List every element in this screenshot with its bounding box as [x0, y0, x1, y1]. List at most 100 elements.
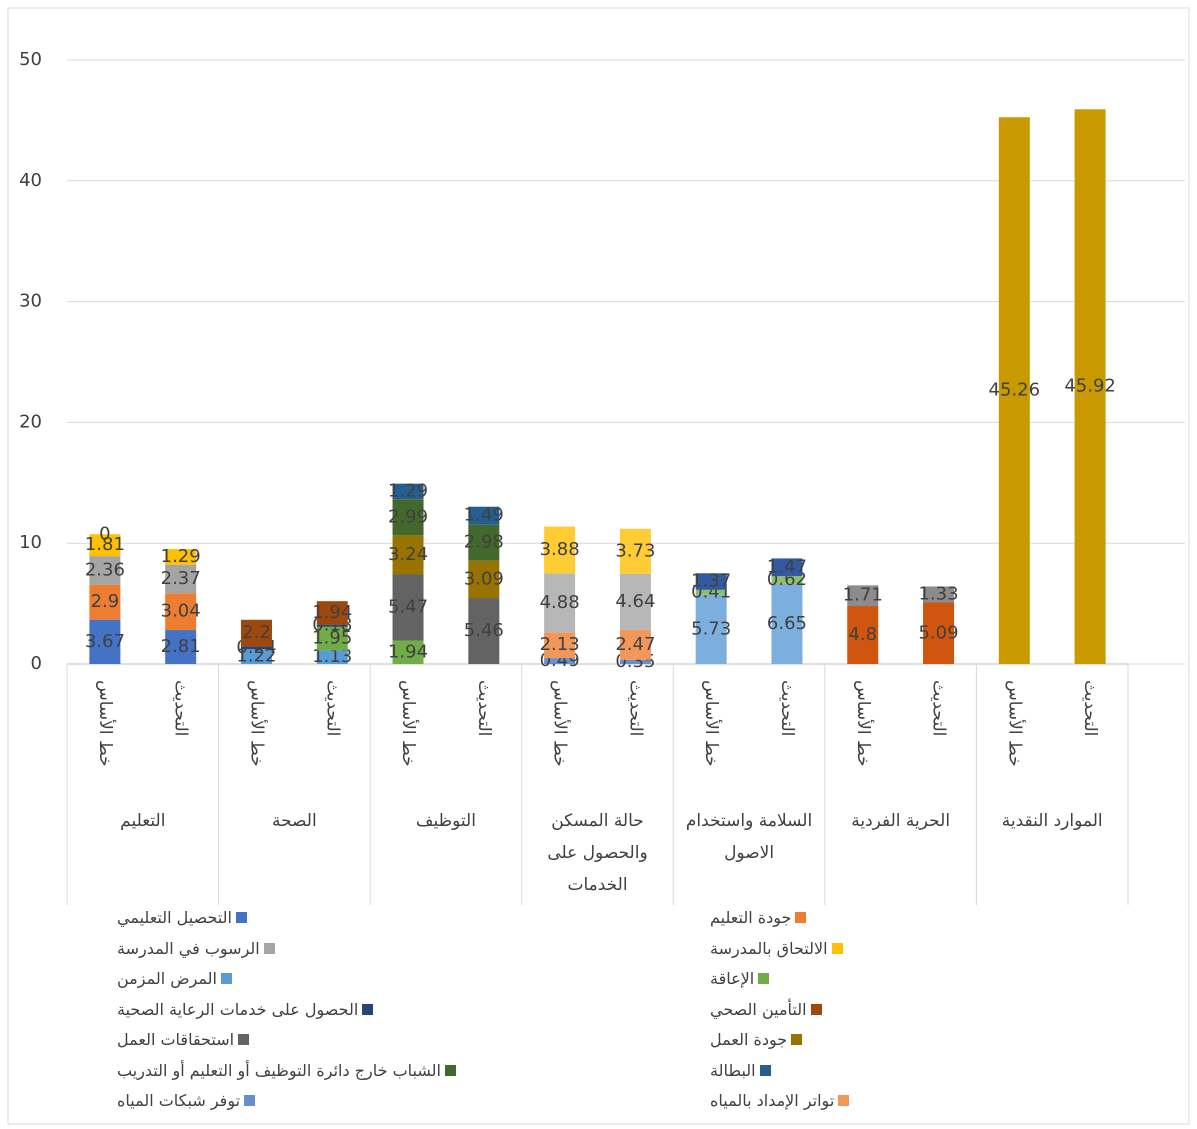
group-label: السلامة واستخدام الاصول — [685, 811, 813, 863]
bar-segment — [695, 573, 727, 590]
data-label: 3.24 — [388, 544, 428, 565]
x-tick-label: خط الأساس — [853, 680, 874, 767]
data-label: 1.33 — [918, 583, 958, 604]
legend-swatch — [238, 1034, 250, 1045]
legend-swatch — [444, 1064, 456, 1076]
bar-segment — [316, 601, 348, 625]
x-tick-label: التحديث — [1080, 680, 1100, 736]
data-label: 2.98 — [464, 532, 504, 553]
bar-segment — [165, 549, 197, 565]
data-label: 5.46 — [464, 620, 504, 641]
data-label: 1.22 — [236, 646, 276, 667]
legend-entry: الشباب خارج دائرة التوظيف أو التعليم أو … — [117, 1061, 456, 1080]
legend-label: استحقاقات العمل — [117, 1030, 235, 1049]
bar-segment — [392, 483, 424, 500]
bar-segment — [89, 556, 121, 585]
y-tick-label: 30 — [19, 291, 42, 312]
legend-swatch — [220, 973, 232, 984]
x-tick-label: خط الأساس — [398, 680, 419, 767]
bar-segment — [468, 598, 500, 664]
data-label: 1.29 — [161, 546, 201, 567]
legend-swatch — [831, 942, 843, 954]
legend-entry: استحقاقات العمل — [117, 1030, 250, 1049]
legend-swatch — [263, 942, 275, 954]
x-tick-label: خط الأساس — [550, 680, 571, 767]
legend-label: البطالة — [710, 1060, 756, 1080]
bar-segment — [89, 534, 121, 557]
data-label: 1.94 — [312, 602, 352, 623]
group-label: الحرية الفردية — [851, 811, 951, 831]
bar-segment — [544, 658, 576, 664]
data-label: 1.47 — [767, 556, 807, 577]
bar-segment — [89, 584, 121, 620]
y-tick-label: 40 — [19, 170, 42, 191]
bar-segment — [923, 586, 955, 603]
x-tick-label: خط الأساس — [246, 680, 267, 767]
legend-swatch — [795, 912, 807, 923]
y-tick-label: 0 — [31, 653, 42, 674]
legend-entry: الالتحاق بالمدرسة — [710, 939, 843, 958]
legend-swatch — [791, 1034, 803, 1045]
legend-label: جودة العمل — [710, 1030, 788, 1049]
legend-entry: الإعاقة — [710, 969, 770, 988]
data-label: 2.99 — [388, 506, 428, 527]
legend-swatch — [235, 912, 247, 923]
legend-entry: جودة التعليم — [710, 908, 807, 927]
legend-entry: البطالة — [710, 1061, 771, 1080]
data-label: 45.92 — [1064, 376, 1116, 397]
bar-segment — [847, 606, 879, 664]
legend-entry: تواتر الإمداد بالمياه — [710, 1091, 850, 1110]
legend-label: الالتحاق بالمدرسة — [710, 938, 828, 958]
legend-label: التحصيل التعليمي — [117, 908, 232, 927]
legend-entry: الحصول على خدمات الرعاية الصحية — [117, 1000, 374, 1019]
legend-entry: جودة العمل — [710, 1030, 803, 1049]
data-label: 3.88 — [540, 539, 580, 560]
data-label: 5.09 — [918, 622, 958, 643]
bar-segment — [1074, 109, 1106, 665]
group-label: الصحة — [271, 811, 317, 831]
legend-entry: التحصيل التعليمي — [117, 908, 247, 927]
legend-label: المرض المزمن — [117, 969, 217, 988]
bar-segment — [392, 499, 424, 536]
legend-label: التأمين الصحي — [710, 999, 807, 1019]
group-label: التعليم — [120, 811, 166, 831]
bar-segment — [316, 626, 348, 651]
legend-label: تواتر الإمداد بالمياه — [710, 1091, 835, 1110]
data-label: 1.13 — [312, 646, 352, 667]
data-label: 1.49 — [464, 505, 504, 526]
group-label: حالة المسكن والحصول على الخدمات — [547, 811, 648, 895]
bar-segment — [165, 564, 197, 594]
data-label: 2.13 — [540, 634, 580, 655]
x-tick-label: التحديث — [625, 680, 645, 736]
y-tick-label: 50 — [19, 49, 42, 70]
bar-segment — [392, 574, 424, 641]
data-label: 5.47 — [388, 597, 428, 618]
bar-segment — [316, 650, 348, 664]
bar-segment — [998, 117, 1030, 664]
data-label: 6.65 — [767, 613, 807, 634]
data-label: 45.26 — [989, 380, 1041, 401]
bar-segment — [619, 629, 651, 660]
data-label: 2.37 — [161, 568, 201, 589]
data-label: 1.95 — [312, 628, 352, 649]
legend-label: جودة التعليم — [710, 908, 792, 927]
data-label: 1.71 — [843, 585, 883, 606]
data-label: 2.2 — [242, 622, 271, 643]
data-label: 0 — [99, 523, 110, 544]
bar-segment — [695, 594, 727, 664]
bar-segment — [847, 585, 879, 607]
data-label: 1.94 — [388, 641, 428, 662]
data-label: 2.81 — [161, 636, 201, 657]
bar-segment — [240, 649, 272, 664]
x-tick-label: التحديث — [474, 680, 494, 736]
legend-entry: توفر شبكات المياه — [117, 1091, 256, 1110]
bar-segment — [771, 583, 803, 664]
y-tick-label: 10 — [19, 532, 42, 553]
x-tick-label: خط الأساس — [701, 680, 722, 767]
bar-segment — [544, 573, 576, 633]
data-label: 1.37 — [691, 571, 731, 592]
legend-entry: المرض المزمن — [117, 969, 232, 988]
bar-segment — [544, 632, 576, 659]
bar-segment — [695, 589, 727, 595]
